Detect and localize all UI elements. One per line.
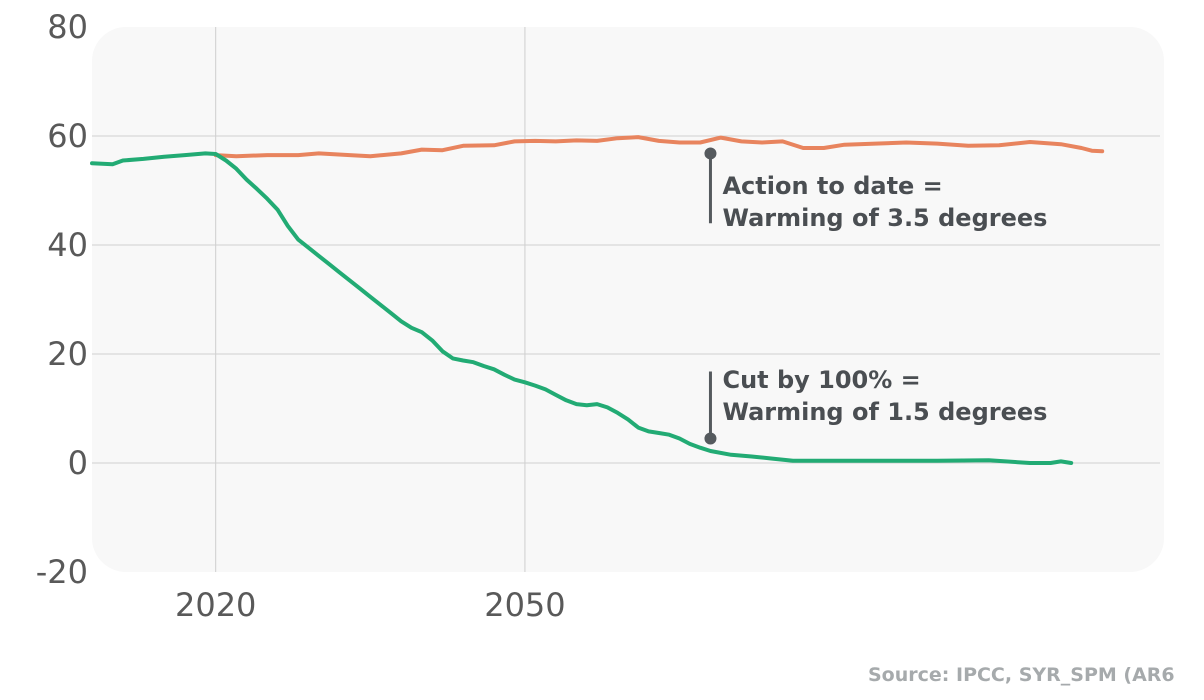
annotation-text: Cut by 100% =	[722, 366, 920, 394]
y-tick-label: -20	[36, 553, 88, 591]
annotation-dot	[704, 147, 717, 160]
y-tick-label: 20	[47, 335, 88, 373]
grid-lines	[92, 27, 1160, 572]
source-note: Source: IPCC, SYR_SPM (AR6	[868, 664, 1175, 686]
series-lines	[90, 135, 1105, 465]
series-line-cut-100	[90, 151, 1074, 465]
axis-tick-labels: -20 0 20 40 60 80 2020 2050	[36, 8, 566, 624]
plot-background	[92, 27, 1164, 572]
x-tick-label: 2020	[175, 586, 256, 624]
y-tick-label: 60	[47, 117, 88, 155]
annotation-text: Warming of 3.5 degrees	[722, 204, 1047, 232]
y-tick-label: 0	[68, 444, 88, 482]
y-tick-label: 80	[47, 8, 88, 46]
annotations: Action to date = Warming of 3.5 degrees Cu…	[704, 147, 1047, 445]
series-line-action-to-date	[213, 135, 1105, 159]
x-tick-label: 2050	[484, 586, 565, 624]
annotation-text: Warming of 1.5 degrees	[722, 398, 1047, 426]
annotation-text: Action to date =	[722, 172, 942, 200]
y-tick-label: 40	[47, 226, 88, 264]
annotation-dot	[704, 432, 717, 445]
